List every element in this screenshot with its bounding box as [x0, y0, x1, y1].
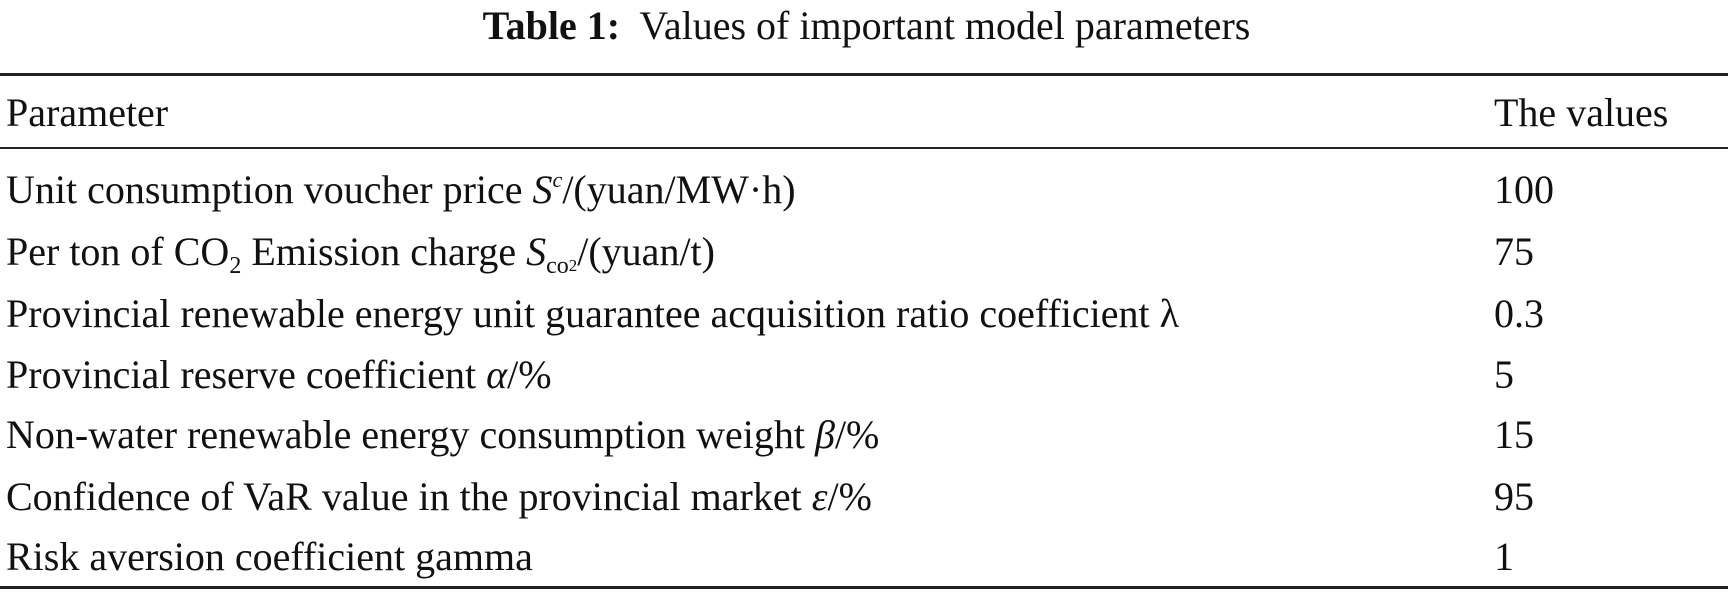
text: Emission charge — [241, 229, 527, 274]
parameter-cell: Non-water renewable energy consumption w… — [6, 405, 879, 465]
table-caption: Table 1: Values of important model param… — [0, 2, 1733, 50]
header-row: Parameter The values — [6, 83, 1726, 143]
text: Unit consumption voucher price — [6, 167, 533, 212]
parameter-cell: Per ton of CO2 Emission charge Sco2/(yua… — [6, 222, 715, 282]
parameter-cell: Provincial reserve coefficient α/% — [6, 345, 552, 405]
parameter-cell: Confidence of VaR value in the provincia… — [6, 467, 872, 527]
top-rule — [0, 73, 1728, 76]
symbol: α — [486, 352, 508, 397]
value-cell: 15 — [1494, 412, 1534, 457]
text: /(yuan/t) — [577, 229, 715, 274]
text: Provincial reserve coefficient — [6, 352, 487, 397]
value-cell: 100 — [1494, 167, 1554, 212]
caption-label: Table 1: — [482, 3, 621, 48]
caption-text: Values of important model parameters — [639, 3, 1251, 48]
parameter-cell: Unit consumption voucher price Sc/(yuan/… — [6, 160, 796, 220]
text: Non-water renewable energy consumption w… — [6, 412, 816, 457]
parameter-cell: Risk aversion coefficient gamma — [6, 534, 533, 579]
header-cell: The values — [1494, 90, 1669, 135]
header-cell: Parameter — [6, 90, 169, 135]
text: Per ton of CO — [6, 229, 230, 274]
value-cell: 75 — [1494, 229, 1534, 274]
text: /(yuan/MW·h) — [562, 167, 796, 212]
bottom-rule — [0, 586, 1728, 589]
parameter-cell: Provincial renewable energy unit guarant… — [6, 291, 1180, 336]
symbol: S — [532, 167, 553, 212]
header-rule — [0, 147, 1728, 149]
table-row: Provincial reserve coefficient α/% 5 — [6, 345, 1726, 405]
superscript: c — [552, 167, 563, 192]
symbol: β — [815, 412, 835, 457]
table-row: Non-water renewable energy consumption w… — [6, 405, 1726, 465]
table-row: Confidence of VaR value in the provincia… — [6, 467, 1726, 527]
text: /% — [507, 352, 552, 397]
table-row: Unit consumption voucher price Sc/(yuan/… — [6, 160, 1726, 220]
subscript: 2 — [568, 256, 578, 275]
text: Confidence of VaR value in the provincia… — [6, 474, 812, 519]
value-cell: 1 — [1494, 534, 1514, 579]
text: /% — [834, 412, 880, 457]
symbol: S — [526, 229, 547, 274]
table-row: Risk aversion coefficient gamma 1 — [6, 527, 1726, 587]
subscript: 2 — [229, 253, 242, 279]
table-row: Provincial renewable energy unit guarant… — [6, 284, 1726, 344]
table-row: Per ton of CO2 Emission charge Sco2/(yua… — [6, 222, 1726, 282]
value-cell: 0.3 — [1494, 291, 1544, 336]
value-cell: 95 — [1494, 474, 1534, 519]
subscript: co — [546, 253, 569, 279]
symbol: ε — [811, 474, 828, 519]
value-cell: 5 — [1494, 352, 1514, 397]
text: /% — [827, 474, 872, 519]
